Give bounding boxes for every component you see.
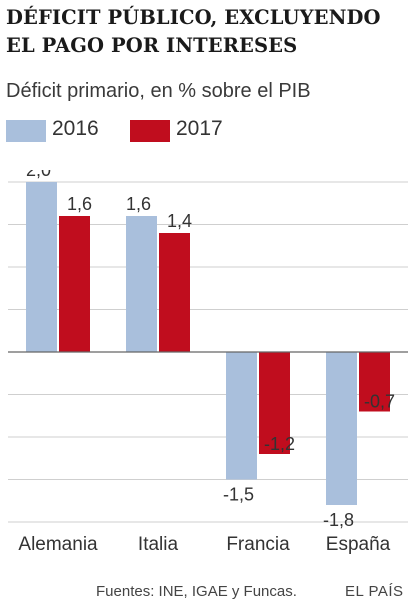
bar-2016-alemania	[26, 182, 57, 352]
chart-title: DÉFICIT PÚBLICO, EXCLUYENDO EL PAGO POR …	[6, 6, 381, 57]
bar-2017-italia	[159, 233, 190, 352]
legend-label-2017: 2017	[176, 117, 223, 140]
bar-chart: 2,0 1,6 Alemania 1,6 1,4 Italia -1,5 -1,2 Franci…	[8, 170, 408, 555]
x-tick-label: Francia	[226, 534, 290, 555]
legend-label-2016: 2016	[52, 117, 99, 140]
data-label: -1,8	[323, 510, 354, 530]
bar-2016-italia	[126, 216, 157, 352]
brand-logo: EL PAÍS	[345, 583, 404, 600]
bar-2016-españa	[326, 352, 357, 505]
x-tick-label: Alemania	[18, 534, 98, 555]
chart-subtitle: Déficit primario, en % sobre el PIB	[6, 80, 311, 102]
x-tick-label: España	[326, 534, 391, 555]
legend-swatch-2017	[130, 120, 170, 142]
data-label: -1,2	[264, 434, 295, 454]
source-note: Fuentes: INE, IGAE y Funcas.	[96, 583, 297, 600]
bar-2017-alemania	[59, 216, 90, 352]
bar-2017-españa	[359, 352, 390, 412]
data-label: 2,0	[26, 170, 51, 180]
data-label: 1,4	[167, 211, 192, 231]
bar-2016-francia	[226, 352, 257, 480]
bar-2017-francia	[259, 352, 290, 454]
data-label: -0,7	[364, 392, 395, 412]
data-label: 1,6	[67, 194, 92, 214]
x-tick-label: Italia	[138, 534, 179, 555]
data-label: -1,5	[223, 485, 254, 505]
legend-swatch-2016	[6, 120, 46, 142]
data-label: 1,6	[126, 194, 151, 214]
